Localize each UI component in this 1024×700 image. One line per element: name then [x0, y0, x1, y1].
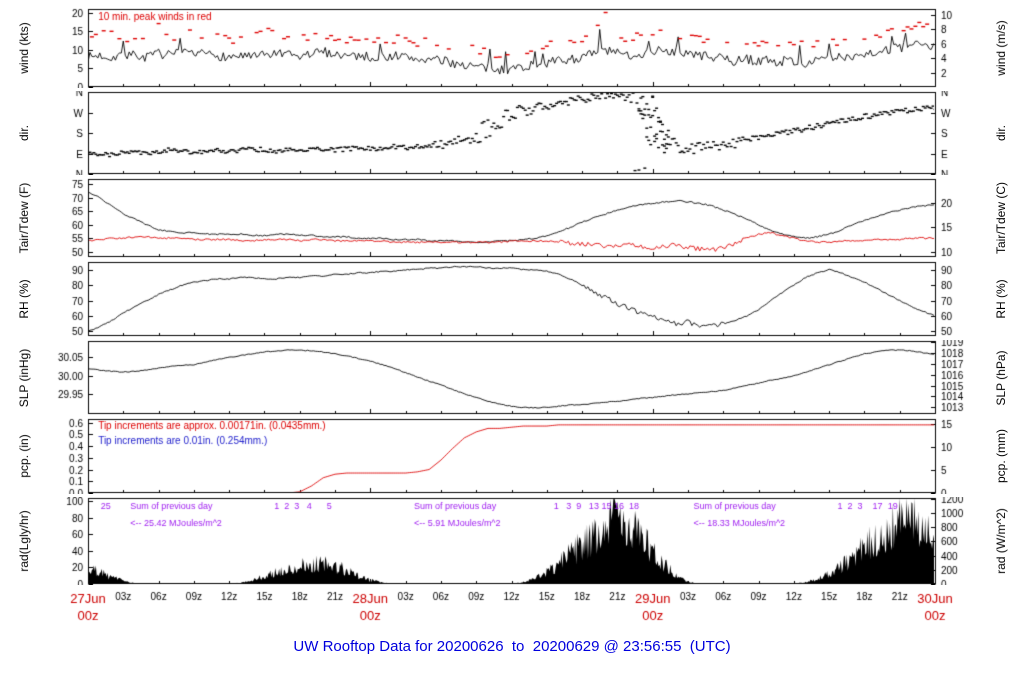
axis-title-left-slp: SLP (inHg)	[17, 348, 31, 407]
chart-panels: wind (kts) wind (m/s) dir. dir. Tair/Tdew (F…	[0, 8, 1024, 585]
axis-title-right-rad: rad (W/m^2)	[994, 508, 1008, 574]
panel-dir: dir. dir.	[0, 91, 1024, 175]
chart-title: UW Rooftop Data for 20200626 to 20200629…	[293, 638, 731, 655]
panel-rh-plot	[0, 261, 1024, 337]
panel-rad-plot	[0, 497, 1024, 585]
axis-title-left-rad: rad(Lgly/hr)	[17, 510, 31, 572]
panel-dir-plot	[0, 91, 1024, 175]
panel-pcp: pcp. (in) pcp. (mm)	[0, 418, 1024, 494]
axis-title-right-tair_tdew: Tair/Tdew (C)	[994, 181, 1008, 255]
axis-title-right-wind: wind (m/s)	[994, 20, 1008, 76]
axis-title-right-rh: RH (%)	[994, 279, 1008, 319]
axis-title-left-tair_tdew: Tair/Tdew (F)	[17, 182, 31, 254]
panel-rad: rad(Lgly/hr) rad (W/m^2)	[0, 497, 1024, 585]
axis-title-left-rh: RH (%)	[17, 279, 31, 319]
panel-wind: wind (kts) wind (m/s)	[0, 8, 1024, 88]
uw-rooftop-figure: wind (kts) wind (m/s) dir. dir. Tair/Tdew (F…	[0, 8, 1024, 655]
axis-title-right-dir: dir.	[994, 124, 1008, 142]
axis-title-left-wind: wind (kts)	[17, 22, 31, 74]
panel-tair_tdew-plot	[0, 178, 1024, 258]
panel-pcp-plot	[0, 418, 1024, 494]
axis-title-left-pcp: pcp. (in)	[17, 434, 31, 478]
panel-tair_tdew: Tair/Tdew (F) Tair/Tdew (C)	[0, 178, 1024, 258]
panel-wind-plot	[0, 8, 1024, 88]
axis-title-right-pcp: pcp. (mm)	[994, 429, 1008, 483]
axis-title-left-dir: dir.	[17, 124, 31, 142]
x-axis	[0, 588, 1024, 634]
axis-title-right-slp: SLP (hPa)	[994, 349, 1008, 406]
panel-slp-plot	[0, 340, 1024, 415]
panel-slp: SLP (inHg) SLP (hPa)	[0, 340, 1024, 415]
x-axis-canvas	[0, 588, 1024, 634]
panel-rh: RH (%) RH (%)	[0, 261, 1024, 337]
